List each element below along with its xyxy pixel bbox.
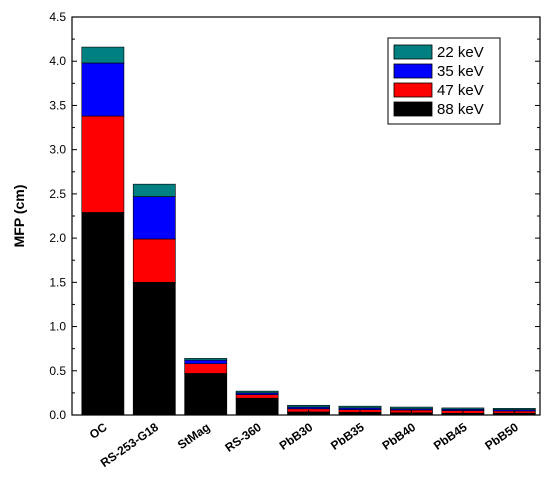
bar-stmag-22-kev: [184, 358, 228, 361]
bar-pbb35-22-kev: [338, 405, 382, 409]
bar-rs-253-g18-22-kev: [132, 183, 176, 197]
y-tick-label: 2.5: [49, 187, 66, 201]
y-tick-label: 3.0: [49, 143, 66, 157]
y-axis-title: MFP (cm): [11, 185, 27, 248]
legend-label: 47 keV: [437, 82, 484, 99]
bar-pbb30-22-kev: [287, 404, 330, 408]
y-axis: 0.0 0.5 1.0 1.5 2.0 2.5 3.0 3.5 4.0 4.5: [49, 10, 540, 422]
bar-stmag-88-kev: [184, 373, 228, 416]
x-tick-label: RS-253-G18: [98, 420, 161, 470]
legend-label: 22 keV: [437, 44, 484, 61]
y-tick-label: 1.0: [49, 320, 66, 334]
y-tick-label: 2.0: [49, 231, 66, 245]
x-tick-label: PbB35: [328, 420, 367, 453]
x-tick-label: PbB50: [482, 420, 521, 453]
x-tick-label: OC: [87, 420, 110, 442]
bar-rs-360-22-kev: [235, 390, 279, 394]
bar-rs-253-g18-35-kev: [132, 196, 176, 240]
y-tick-label: 4.5: [49, 10, 66, 24]
x-tick-label: PbB40: [380, 420, 419, 453]
bar-rs-253-g18-88-kev: [132, 282, 176, 416]
y-tick-label: 0.5: [49, 364, 66, 378]
y-tick-label: 0.0: [49, 408, 66, 422]
legend: 22 keV 35 keV 47 keV 88 keV: [387, 37, 501, 125]
y-tick-label: 3.5: [49, 98, 66, 112]
legend-label: 35 keV: [437, 63, 484, 80]
bar-stmag-35-kev: [184, 359, 228, 365]
legend-label: 88 keV: [437, 101, 484, 118]
bar-oc-35-kev: [81, 62, 125, 117]
y-tick-label: 4.0: [49, 54, 66, 68]
x-tick-label: StMag: [175, 420, 213, 452]
legend-swatch: [393, 82, 433, 98]
x-tick-label: PbB45: [431, 420, 470, 453]
bar-oc-47-kev: [81, 115, 125, 213]
bar-pbb45-22-kev: [441, 407, 485, 410]
legend-swatch: [393, 63, 433, 79]
bar-oc-22-kev: [81, 46, 125, 64]
y-tick-label: 1.5: [49, 275, 66, 289]
bar-pbb40-22-kev: [390, 406, 433, 410]
legend-swatch: [393, 101, 433, 117]
bar-rs-253-g18-47-kev: [132, 238, 176, 283]
bar-stmag-47-kev: [184, 363, 228, 374]
bars-group: [81, 46, 536, 416]
x-tick-label: RS-360: [223, 420, 265, 455]
legend-swatch: [393, 44, 433, 60]
x-tick-label: PbB30: [277, 420, 316, 453]
bar-rs-360-47-kev: [235, 394, 279, 399]
bar-oc-88-kev: [81, 212, 125, 416]
bar-pbb50-22-kev: [492, 408, 536, 410]
